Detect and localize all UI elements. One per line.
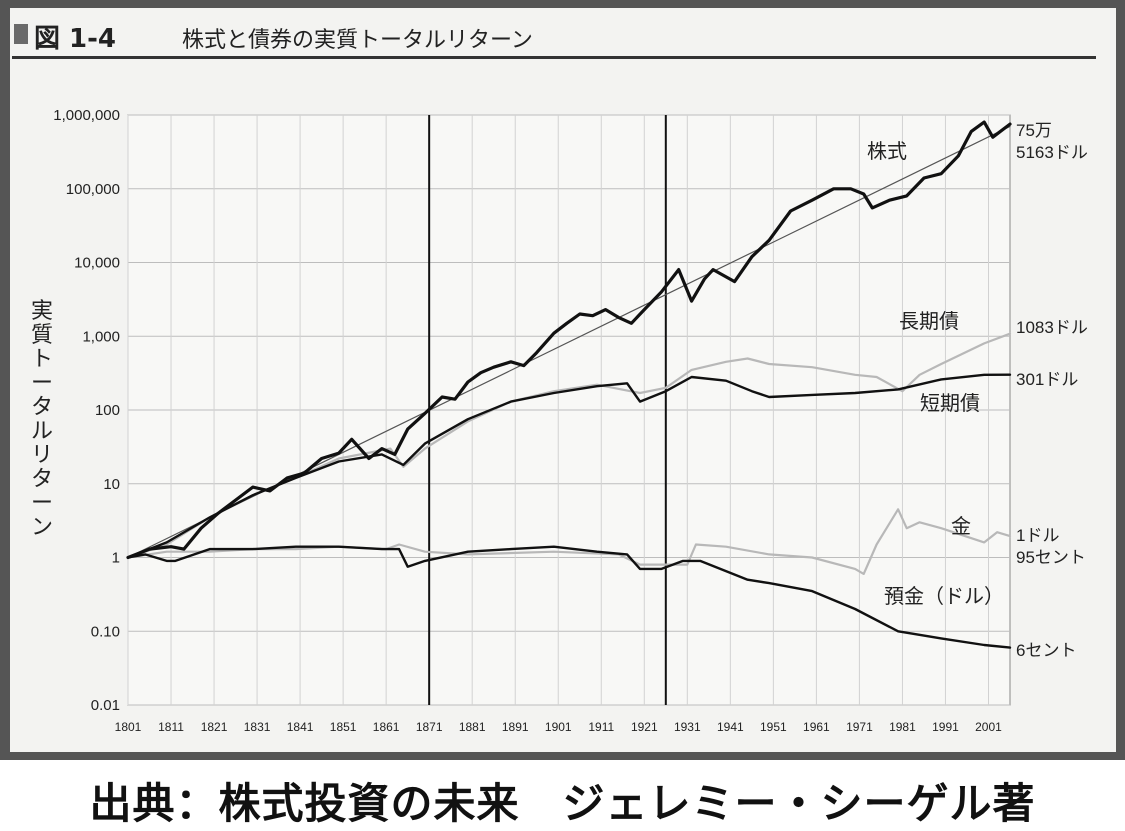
series-lines (126, 120, 1012, 649)
x-tick-label: 1831 (244, 720, 271, 734)
x-tick-label: 1861 (373, 720, 400, 734)
x-tick-label: 1931 (674, 720, 701, 734)
y-axis-title-char: ト (31, 346, 53, 371)
figure-marker-icon (14, 24, 28, 44)
series-line (126, 373, 1012, 559)
y-axis-title-char: 質 (31, 322, 53, 347)
end-value-gold: 95セント (1016, 548, 1086, 567)
x-tick-label: 2001 (975, 720, 1002, 734)
grid (127, 114, 1011, 706)
y-axis-title-char: 実 (31, 298, 53, 323)
header-rule (12, 56, 1096, 59)
y-axis-title-char: ー (31, 490, 53, 515)
figure-header: 図 1-4 株式と債券の実質トータルリターン (14, 14, 1094, 54)
y-axis-title-char: リ (31, 442, 53, 467)
x-tick-label: 1881 (459, 720, 486, 734)
x-tick-label: 1851 (330, 720, 357, 734)
end-value-short-bonds: 301ドル (1016, 370, 1078, 389)
x-tick-label: 1841 (287, 720, 314, 734)
x-tick-label: 1911 (588, 720, 614, 734)
y-axis-title: 実質トータルリターン (31, 298, 53, 539)
x-tick-label: 1991 (932, 720, 959, 734)
figure-title: 株式と債券の実質トータルリターン (182, 28, 533, 53)
x-tick-label: 1801 (115, 720, 142, 734)
y-axis-title-char: タ (31, 466, 53, 491)
label-gold: 金 (951, 515, 971, 538)
label-short-bonds: 短期債 (920, 392, 980, 415)
x-tick-label: 1951 (760, 720, 787, 734)
axes: 0.01 0.10 1 10 100 1,000 10,000 100,000 1,000,00… (31, 107, 1002, 734)
x-tick-label: 1921 (631, 720, 658, 734)
y-axis-title-char: タ (31, 394, 53, 419)
figure-number: 図 1-4 (34, 24, 117, 54)
x-tick-label: 1821 (201, 720, 228, 734)
x-tick-label: 1811 (158, 720, 184, 734)
end-value-stocks: 75万 (1016, 121, 1052, 140)
chart: 0.01 0.10 1 10 100 1,000 10,000 100,000 1,000,00… (31, 107, 1088, 734)
end-value-dollar: 6セント (1016, 641, 1076, 660)
y-tick-label: 0.01 (91, 697, 120, 714)
label-stocks: 株式 (867, 140, 907, 163)
x-tick-label: 1981 (889, 720, 916, 734)
label-long-bonds: 長期債 (899, 310, 959, 333)
x-tick-label: 1871 (416, 720, 443, 734)
y-tick-label: 10,000 (74, 255, 120, 272)
x-tick-label: 1971 (846, 720, 873, 734)
y-tick-label: 1,000 (82, 328, 120, 345)
y-axis-title-char: ー (31, 370, 53, 395)
y-tick-label: 0.10 (91, 623, 120, 640)
source-caption: 出典：株式投資の未来 ジェレミー・シーゲル著 (89, 779, 1036, 828)
y-axis-title-char: ル (31, 418, 53, 443)
y-tick-label: 1,000,000 (53, 107, 120, 124)
y-axis-title-char: ン (31, 514, 53, 539)
label-dollar: 預金（ドル） (884, 585, 1004, 608)
y-tick-label: 1 (112, 550, 120, 567)
x-tick-label: 1961 (803, 720, 830, 734)
end-value-long-bonds: 1083ドル (1016, 318, 1088, 337)
series-line (126, 545, 1012, 649)
end-value-gold: 1ドル (1016, 526, 1059, 545)
series-line (126, 120, 1012, 560)
end-value-stocks: 5163ドル (1016, 143, 1088, 162)
x-tick-label: 1941 (717, 720, 744, 734)
y-tick-label: 10 (103, 476, 120, 493)
x-tick-label: 1901 (545, 720, 572, 734)
y-tick-label: 100 (95, 402, 120, 419)
y-tick-label: 100,000 (66, 181, 120, 198)
x-tick-label: 1891 (502, 720, 529, 734)
